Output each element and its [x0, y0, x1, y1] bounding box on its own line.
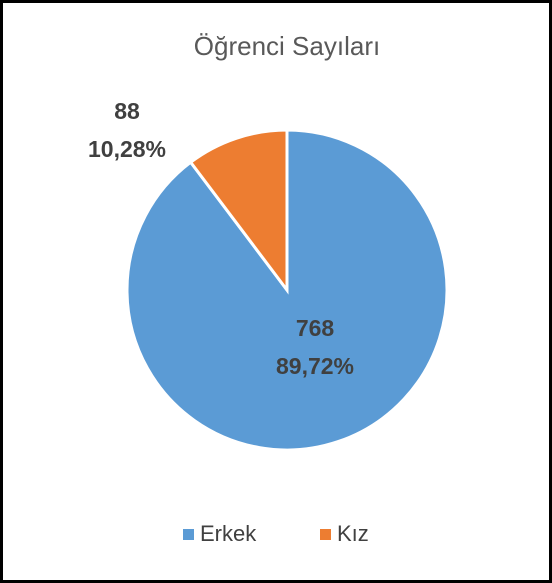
data-label-value: 88 [114, 98, 140, 124]
legend-swatch [183, 529, 194, 540]
data-label-percent: 10,28% [88, 136, 166, 162]
pie-slice [188, 128, 289, 295]
data-label-percent: 89,72% [276, 353, 354, 379]
legend-label: Erkek [200, 521, 257, 546]
legend-swatch [320, 529, 331, 540]
data-label-value: 768 [296, 315, 335, 341]
legend-label: Kız [337, 521, 369, 546]
chart-title: Öğrenci Sayıları [194, 31, 380, 61]
